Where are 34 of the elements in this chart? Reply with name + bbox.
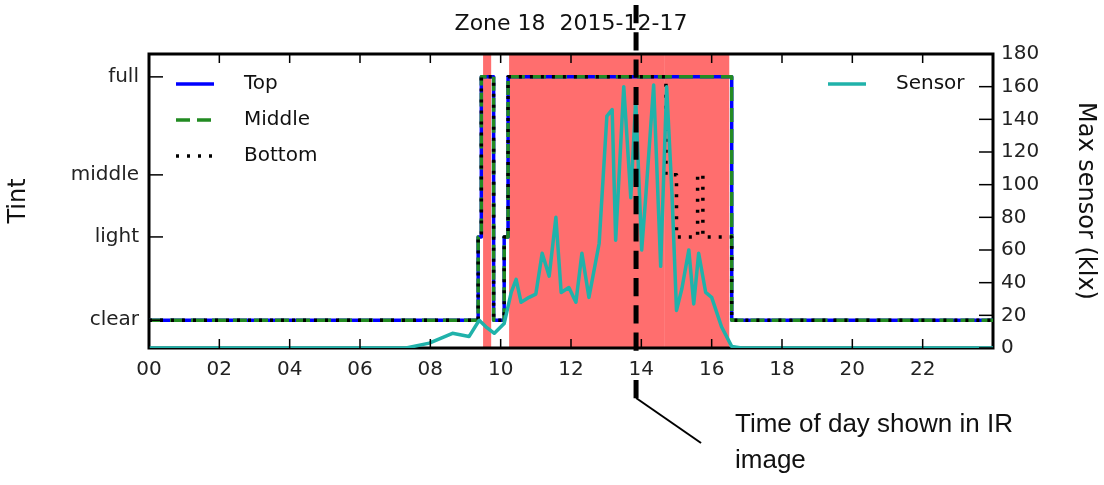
legend-label: Top xyxy=(243,70,278,95)
y2-tick-label: 100 xyxy=(1001,170,1040,195)
chart-title: Zone 18 2015-12-17 xyxy=(454,9,688,35)
x-tick-label: 18 xyxy=(769,356,795,381)
y2-tick-label: 160 xyxy=(1001,72,1040,97)
x-tick-label: 12 xyxy=(558,356,584,381)
y2-tick-label: 80 xyxy=(1001,203,1027,228)
x-tick-label: 10 xyxy=(487,356,514,381)
legend-label: Sensor xyxy=(896,70,966,95)
x-tick-label: 20 xyxy=(839,356,866,381)
x-tick-label: 08 xyxy=(417,356,444,381)
y2-tick-label: 140 xyxy=(1001,105,1040,130)
x-tick-label: 16 xyxy=(698,356,725,381)
x-tick-label: 02 xyxy=(206,356,233,381)
legend-label: Middle xyxy=(244,106,311,131)
ref-line-label: full xyxy=(108,63,139,88)
y2-tick-label: 180 xyxy=(1001,40,1040,65)
x-tick-label: 04 xyxy=(276,356,303,381)
y2-tick-label: 20 xyxy=(1001,301,1027,326)
y2-tick-label: 40 xyxy=(1001,268,1027,293)
legend-label: Bottom xyxy=(244,142,318,167)
y-axis-title: Tint xyxy=(2,178,31,225)
ref-line-label: clear xyxy=(89,306,140,331)
x-tick-label: 00 xyxy=(136,356,162,381)
ref-line-label: middle xyxy=(70,161,139,186)
text: Time of day shown in IR image xyxy=(735,407,1014,476)
y2-axis-title: Max sensor (klx) xyxy=(1073,102,1102,300)
x-tick-label: 14 xyxy=(628,356,655,381)
y2-tick-label: 0 xyxy=(1001,334,1014,359)
ref-line-label: light xyxy=(94,223,140,248)
x-tick-label: 06 xyxy=(347,356,373,381)
y2-tick-label: 120 xyxy=(1001,138,1040,163)
y2-tick-label: 60 xyxy=(1001,236,1027,261)
x-tick-label: 22 xyxy=(909,356,936,381)
